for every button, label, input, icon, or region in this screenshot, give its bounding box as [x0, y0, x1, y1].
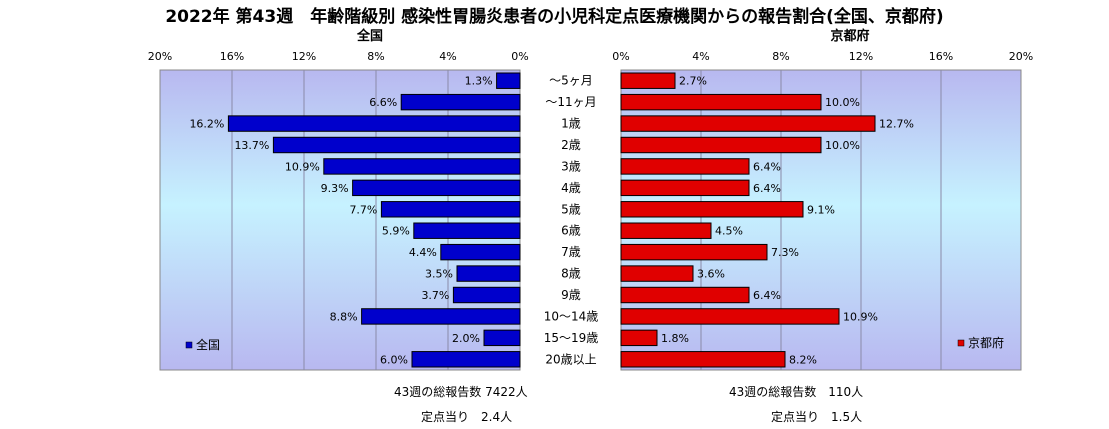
national-bar: [352, 179, 521, 197]
national-tick-label: 0%: [511, 50, 528, 63]
national-data-label: 5.9%: [382, 225, 410, 238]
national-data-label: 6.0%: [380, 353, 408, 366]
kyoto-bar: [620, 136, 822, 154]
category-label: 5歳: [561, 202, 581, 216]
national-bar: [411, 351, 521, 368]
category-label: 6歳: [561, 224, 581, 238]
kyoto-bar: [620, 93, 822, 111]
kyoto-per-site: 定点当り 1.5人: [771, 410, 863, 424]
category-label: 1歳: [561, 117, 581, 131]
chart-title: 2022年 第43週 年齢階級別 感染性胃腸炎患者の小児科定点医療機関からの報告…: [165, 7, 944, 27]
national-data-label: 8.8%: [330, 310, 358, 323]
national-bar: [440, 243, 521, 261]
national-tick-label: 4%: [439, 50, 456, 63]
national-tick-label: 8%: [367, 50, 384, 63]
kyoto-legend-swatch: [957, 339, 965, 347]
kyoto-tick-label: 4%: [692, 50, 709, 63]
national-bar: [323, 158, 521, 175]
national-bar: [456, 265, 521, 282]
kyoto-data-label: 6.4%: [753, 182, 781, 195]
national-data-label: 1.3%: [465, 75, 493, 88]
kyoto-data-label: 2.7%: [679, 75, 707, 88]
national-tick-label: 16%: [220, 50, 244, 63]
kyoto-tick-label: 20%: [1009, 50, 1033, 63]
kyoto-data-label: 6.4%: [753, 160, 781, 173]
right-plot-area: [620, 69, 1022, 371]
national-data-label: 7.7%: [349, 203, 377, 216]
kyoto-bar: [620, 308, 840, 325]
kyoto-data-label: 7.3%: [771, 246, 799, 259]
national-data-label: 4.4%: [409, 246, 437, 259]
category-label: 9歳: [561, 288, 581, 302]
national-data-label: 10.9%: [285, 160, 320, 173]
national-bar: [272, 136, 521, 154]
kyoto-tick-label: 0%: [612, 50, 629, 63]
kyoto-bar: [620, 222, 712, 239]
category-label: 8歳: [561, 267, 581, 281]
national-bar: [496, 72, 521, 89]
kyoto-data-label: 6.4%: [753, 289, 781, 302]
national-data-label: 6.6%: [369, 96, 397, 109]
kyoto-data-label: 10.0%: [825, 139, 860, 152]
category-label: 20歳以上: [545, 352, 596, 366]
kyoto-legend: 京都府: [957, 335, 1004, 350]
national-data-label: 3.7%: [421, 289, 449, 302]
kyoto-data-label: 4.5%: [715, 225, 743, 238]
kyoto-data-label: 9.1%: [807, 203, 835, 216]
kyoto-data-label: 10.0%: [825, 96, 860, 109]
left-plot-area: [159, 69, 521, 371]
national-bar: [227, 115, 521, 132]
national-total-reports: 43週の総報告数 7422人: [394, 385, 528, 399]
left-panel-title: 全国: [356, 28, 383, 44]
kyoto-bar: [620, 243, 768, 261]
national-data-label: 13.7%: [234, 139, 269, 152]
kyoto-data-label: 10.9%: [843, 310, 878, 323]
kyoto-data-label: 1.8%: [661, 332, 689, 345]
national-bar: [483, 329, 521, 347]
kyoto-bar: [620, 351, 786, 368]
category-label: 3歳: [561, 159, 581, 173]
kyoto-tick-label: 16%: [929, 50, 953, 63]
category-label: 10～14歳: [544, 309, 599, 323]
kyoto-bar: [620, 286, 750, 304]
kyoto-bar: [620, 115, 876, 132]
kyoto-total-reports: 43週の総報告数 110人: [729, 385, 864, 399]
kyoto-tick-label: 12%: [849, 50, 873, 63]
national-bar: [380, 201, 521, 218]
national-bar: [413, 222, 521, 239]
national-data-label: 2.0%: [452, 332, 480, 345]
kyoto-legend-label: 京都府: [968, 335, 1004, 350]
national-bar: [361, 308, 521, 325]
national-tick-label: 12%: [292, 50, 316, 63]
national-per-site: 定点当り 2.4人: [421, 410, 513, 424]
kyoto-bar: [620, 201, 804, 218]
right-panel-title: 京都府: [830, 28, 869, 44]
national-data-label: 9.3%: [321, 182, 349, 195]
national-tick-label: 20%: [148, 50, 172, 63]
national-data-label: 3.5%: [425, 268, 453, 281]
national-bar: [452, 286, 521, 304]
kyoto-data-label: 3.6%: [697, 268, 725, 281]
category-label: 15～19歳: [544, 331, 599, 345]
kyoto-tick-label: 8%: [772, 50, 789, 63]
kyoto-data-label: 12.7%: [879, 118, 914, 131]
kyoto-bar: [620, 179, 750, 197]
category-label: 2歳: [561, 138, 581, 152]
kyoto-bar: [620, 265, 694, 282]
category-label: ～11ヶ月: [545, 95, 596, 109]
national-data-label: 16.2%: [189, 118, 224, 131]
category-label: ～5ヶ月: [549, 74, 593, 88]
national-legend: 全国: [185, 337, 220, 352]
kyoto-bar: [620, 329, 658, 347]
kyoto-bar: [620, 72, 676, 89]
national-legend-label: 全国: [196, 337, 220, 352]
category-label: 7歳: [561, 245, 581, 259]
kyoto-data-label: 8.2%: [789, 353, 817, 366]
kyoto-bar: [620, 158, 750, 175]
national-bar: [400, 93, 521, 111]
national-legend-swatch: [185, 341, 193, 349]
category-label: 4歳: [561, 181, 581, 195]
